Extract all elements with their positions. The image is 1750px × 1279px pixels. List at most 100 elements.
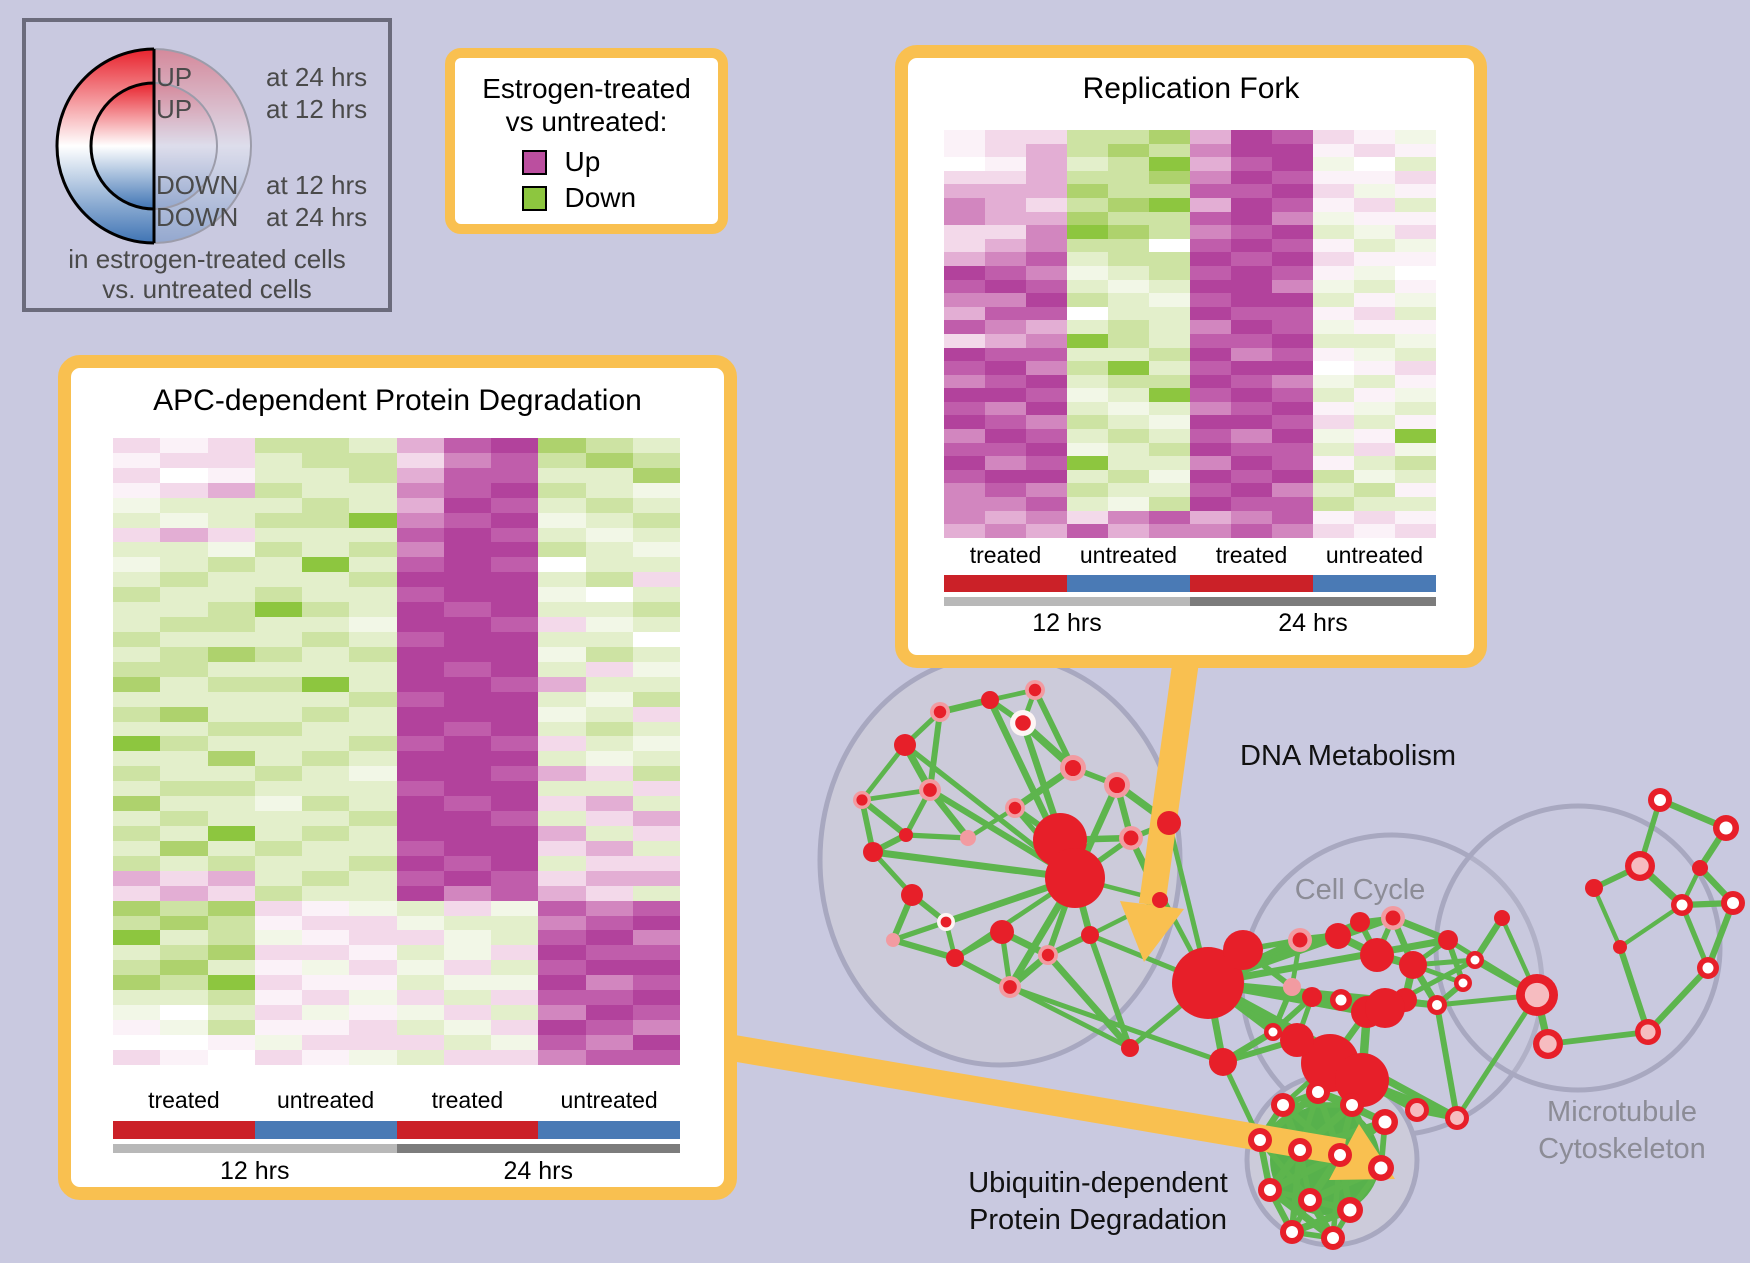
heatmap-cell [1272,130,1313,144]
heatmap-cell [302,527,350,543]
heatmap-cell [160,736,208,752]
heatmap-cell [254,1005,302,1020]
heatmap-cell [160,467,208,483]
heatmap-cell [443,661,491,677]
heatmap-row [944,415,1436,430]
heatmap-cell [1067,510,1108,525]
heatmap-cell [1149,374,1190,389]
heatmap-cell [632,497,680,513]
heatmap-cell [396,990,444,1006]
heatmap-cell [538,1019,586,1035]
heatmap-row [944,184,1436,198]
heatmap-cell [491,915,539,931]
heatmap-cell [632,512,680,528]
heatmap-row [113,646,680,662]
heatmap-cell [396,497,444,513]
heatmap-cell [443,631,491,647]
heatmap-cell [1354,510,1395,525]
heatmap-row [113,945,680,961]
heatmap-cell [538,840,586,856]
heatmap-cell [349,975,397,991]
heatmap-cell [254,631,302,647]
heatmap-cell [1149,497,1190,511]
heatmap-cell [491,766,539,782]
heatmap-cell [302,646,350,662]
heatmap-cell [1354,265,1395,280]
heatmap-cell [396,587,444,603]
heatmap-cell [1395,483,1436,498]
heatmap-cell [113,1005,161,1020]
heatmap-cell [585,542,633,558]
heatmap-cell [1149,524,1190,538]
heatmap-cell [443,945,491,961]
heatmap-cell [396,1005,444,1020]
heatmap-cell [491,781,539,797]
heatmap-cell [207,452,255,468]
heatmap-cell [302,452,350,468]
heatmap-cell [1313,252,1354,266]
heatmap-cell [1190,238,1231,253]
heatmap-cell [302,1019,350,1035]
heatmap-cell [985,306,1026,321]
heatmap-cell [944,483,985,498]
heatmap-cell [302,557,350,573]
heatmap-cell [396,438,444,453]
heatmap-cell [1395,157,1436,171]
heatmap-row [113,1019,680,1035]
heatmap-cell [585,527,633,543]
heatmap-cell [985,157,1026,171]
heatmap-cell [207,646,255,662]
heatmap-cell [396,542,444,558]
heatmap-cell [160,452,208,468]
heatmap-cell [1313,469,1354,484]
heatmap-cell [538,617,586,632]
heatmap-cell [349,587,397,603]
heatmap-cell [491,438,539,453]
heatmap-cell [254,766,302,782]
heatmap-cell [1272,333,1313,348]
heatmap-row [944,306,1436,321]
heatmap-cell [207,1019,255,1035]
heatmap-cell [113,512,161,528]
legend-dir-up-12: UP [156,94,193,124]
heatmap-cell [1354,170,1395,185]
heatmap-cell [1108,170,1149,185]
heatmap-cell [396,751,444,767]
heatmap-cell [491,1019,539,1035]
heatmap-cell [1395,238,1436,253]
heatmap-cell [585,796,633,812]
heatmap-cell [538,452,586,468]
heatmap-row [113,438,680,453]
heatmap-row [944,469,1436,484]
time-label: 12 hrs [1032,609,1102,637]
heatmap-row [113,825,680,841]
heatmap-row [944,197,1436,212]
heatmap-cell [1313,320,1354,334]
heatmap-cell [349,557,397,573]
heatmap-cell [1149,238,1190,253]
heatmap-cell [491,452,539,468]
heatmap-row [113,691,680,707]
heatmap-cell [1354,211,1395,226]
heatmap-cell [254,676,302,692]
heatmap-cell [1108,497,1149,511]
heatmap-cell [944,293,985,307]
heatmap-cell [443,1019,491,1035]
heatmap-cell [1395,442,1436,457]
heatmap-row [113,1034,680,1050]
heatmap-cell [1313,279,1354,294]
heatmap-row [944,252,1436,266]
heatmap-cell [160,617,208,632]
heatmap-row [944,361,1436,375]
heatmap-cell [585,1034,633,1050]
heatmap-cell [1026,320,1067,334]
heatmap-cell [1026,265,1067,280]
heatmap-row [113,990,680,1006]
heatmap-cell [207,557,255,573]
heatmap-cell [207,691,255,707]
heatmap-cell [443,1049,491,1065]
heatmap-cell [985,374,1026,389]
heatmap-cell [1231,456,1272,470]
heatmap-cell [585,661,633,677]
heatmap-cell [349,1019,397,1035]
